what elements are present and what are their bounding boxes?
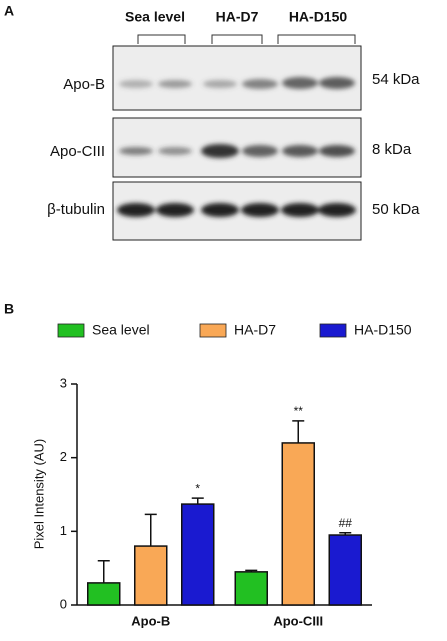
error-bar [191,497,204,505]
significance-label: ## [339,516,353,530]
group-label: Sea level [125,9,185,25]
legend-swatch [319,323,347,338]
y-tick-label: 0 [60,596,67,611]
legend-label: Sea level [92,322,150,338]
x-tick-label: Apo-CIII [273,613,323,628]
size-label: 50 kDa [372,201,420,218]
bar [234,571,268,606]
significance-label: ** [294,404,304,418]
group-brackets [137,34,356,44]
legend-swatch [57,323,85,338]
bar [181,503,215,606]
bar [134,545,168,606]
blot-apo-ciii [112,117,362,178]
bar [328,534,362,606]
error-bar [245,569,258,572]
legend-swatch [199,323,227,338]
error-bar [97,560,110,583]
y-tick-label: 1 [60,523,67,538]
panel-label: B [4,301,14,317]
row-label: β-tubulin [47,201,105,218]
y-tick-label: 2 [60,449,67,464]
significance-label: * [195,481,200,495]
error-bar [339,532,352,536]
bar [281,442,315,606]
error-bar [144,513,157,547]
group-label: HA-D7 [216,9,259,25]
blot-b-tubulin [112,181,362,241]
legend-label: HA-D7 [234,322,276,338]
bar [87,582,121,606]
y-tick-label: 3 [60,375,67,390]
error-bar [292,420,305,443]
blot-apo-b [112,45,362,111]
row-label: Apo-CIII [50,143,105,160]
group-label: HA-D150 [289,9,348,25]
x-tick-label: Apo-B [131,613,170,628]
panel-label: A [4,3,14,19]
row-label: Apo-B [63,76,105,93]
size-label: 54 kDa [372,71,420,88]
size-label: 8 kDa [372,141,412,158]
y-axis-label: Pixel Intensity (AU) [31,439,46,550]
legend-label: HA-D150 [354,322,412,338]
